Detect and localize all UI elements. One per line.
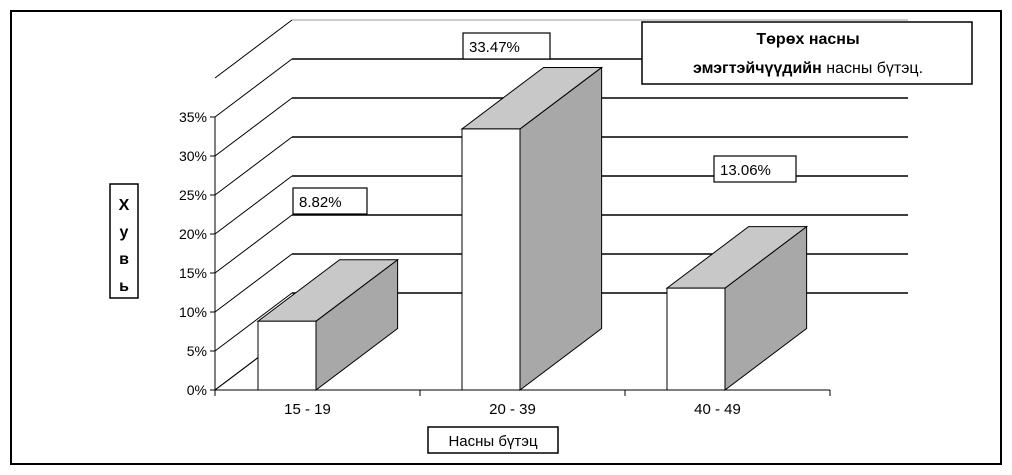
grid-diagonal-1 (214, 292, 293, 352)
title-line-2-bold: эмэгтэйчүүдийн (693, 60, 822, 77)
y-tick-label-2: 10% (179, 304, 207, 320)
y-axis-label-char-1: у (120, 224, 129, 241)
bar-front-2 (666, 287, 726, 391)
grid-diagonal-6 (214, 97, 293, 157)
bar-front-1 (461, 128, 521, 391)
x-axis-label-text: Насны бүтэц (448, 433, 538, 450)
y-tick-label-6: 30% (179, 148, 207, 164)
y-axis-label-char-0: Х (119, 197, 130, 214)
grid-diagonal-3 (214, 214, 293, 274)
data-label-box-2 (713, 155, 797, 183)
grid-diagonal-7 (214, 58, 293, 118)
y-tick-label-1: 5% (187, 343, 207, 359)
bars (256, 66, 809, 392)
x-axis-label: Насны бүтэц (427, 426, 559, 454)
y-axis-label-char-2: в (119, 251, 129, 268)
data-label-1: 33.47% (469, 39, 520, 56)
grid-diagonal-top (214, 19, 293, 79)
y-axis-label-char-3: ь (119, 278, 129, 295)
x-tick-label-0: 15 - 19 (284, 401, 331, 418)
title-line-1: Төрөх насны (756, 31, 859, 48)
grid-diagonal-2 (214, 253, 293, 313)
x-tick-label-1: 20 - 39 (489, 401, 536, 418)
data-label-box-0 (292, 187, 368, 215)
grid-diagonal-4 (214, 175, 293, 235)
y-tick-label-7: 35% (179, 109, 207, 125)
chart-title: Төрөх насны эмэгтэйчүүдийн насны бүтэц. (641, 21, 973, 85)
y-tick-label-3: 15% (179, 265, 207, 281)
grid-diagonal-5 (214, 136, 293, 196)
x-tick-label-2: 40 - 49 (694, 401, 741, 418)
bar-front-0 (257, 320, 317, 391)
y-tick-label-5: 25% (179, 187, 207, 203)
y-tick-label-4: 20% (179, 226, 207, 242)
data-label-0: 8.82% (299, 194, 342, 211)
labels: 0% 5% 10% 15% 20% 25% 30% 35% 15 - 19 8.82% 20 - 3… (179, 32, 797, 418)
title-line-2: эмэгтэйчүүдийн насны бүтэц. (693, 60, 923, 77)
y-tick-label-0: 0% (187, 382, 207, 398)
data-label-2: 13.06% (720, 162, 771, 179)
title-line-2-normal: насны бүтэц. (822, 60, 923, 77)
data-label-box-1 (462, 32, 551, 60)
